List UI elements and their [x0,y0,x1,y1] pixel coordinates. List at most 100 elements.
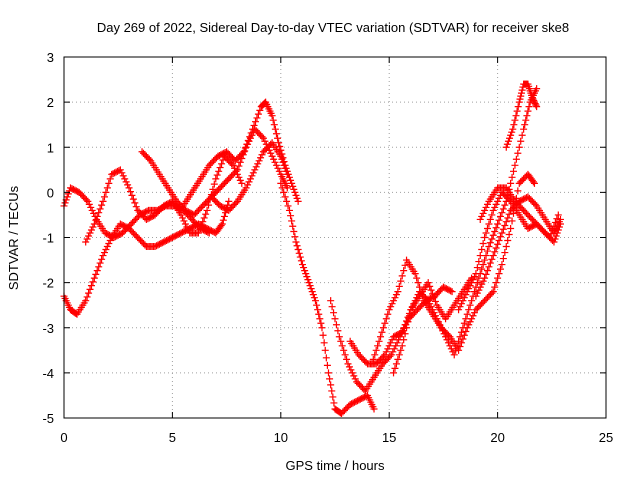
data-point-marker [507,131,515,139]
data-point-marker [482,270,490,278]
data-point-marker [530,98,538,106]
data-point-marker [259,134,267,142]
data-point-marker [555,223,563,231]
data-point-marker [197,221,205,229]
data-point-marker [481,274,489,282]
data-point-marker [498,229,506,237]
data-point-marker [379,352,387,360]
data-point-marker [103,184,111,192]
data-point-marker [289,182,297,190]
data-point-marker [246,133,254,141]
data-point-marker [270,155,278,163]
data-point-marker [518,86,526,94]
data-point-marker [508,173,516,181]
data-point-marker [258,151,266,159]
data-point-marker [405,312,413,320]
data-point-marker [235,173,243,181]
data-point-marker [102,246,110,254]
data-point-marker [407,306,415,314]
data-point-marker [258,133,266,141]
data-point-marker [308,288,316,296]
data-point-marker [337,337,345,345]
y-tick-label: -2 [42,276,54,291]
data-point-marker [288,179,296,187]
data-point-marker [469,312,477,320]
data-point-marker [343,355,351,363]
data-point-marker [549,226,557,234]
data-point-marker [292,238,300,246]
data-point-marker [275,167,283,175]
data-point-marker [270,121,278,129]
data-point-marker [472,292,480,300]
data-point-marker [250,121,258,129]
data-point-marker [229,161,237,169]
data-point-marker [274,134,282,142]
data-point-marker [281,193,289,201]
data-point-marker [517,89,525,97]
data-point-marker [317,319,325,327]
data-point-marker [100,249,108,257]
data-point-marker [479,240,487,248]
data-point-marker [89,223,97,231]
data-point-marker [225,197,233,205]
data-point-marker [387,303,395,311]
data-point-marker [511,161,519,169]
data-point-marker [491,248,499,256]
data-point-marker [215,167,223,175]
data-point-marker [340,346,348,354]
data-point-marker [496,212,504,220]
data-point-marker [512,112,520,120]
data-point-marker [499,255,507,263]
data-point-marker [252,118,260,126]
data-point-marker [478,280,486,288]
data-point-marker [397,346,405,354]
data-point-marker [368,360,376,368]
data-point-marker [63,193,71,201]
series-track-15 [476,184,562,241]
data-point-marker [424,279,432,287]
data-point-marker [459,324,467,332]
data-point-marker [200,214,208,222]
data-point-marker [394,355,402,363]
series-track-9 [346,274,476,368]
data-point-marker [481,256,489,264]
data-point-marker [241,144,249,152]
y-tick-label: -3 [42,321,54,336]
data-point-marker [283,197,291,205]
data-point-marker [318,324,326,332]
data-point-marker [261,137,269,145]
data-point-marker [294,197,302,205]
y-tick-labels: -5 -4 -3 -2 -1 0 1 2 3 [42,50,54,426]
data-point-marker [384,310,392,318]
data-point-marker [460,294,468,302]
data-point-marker [478,212,486,220]
data-point-marker [462,328,470,336]
data-point-marker [486,215,494,223]
data-point-marker [525,103,533,111]
data-point-marker [334,327,342,335]
data-point-marker [385,306,393,314]
data-point-marker [476,215,484,223]
data-point-marker [216,164,224,172]
data-point-marker [268,152,276,160]
data-point-marker [463,288,471,296]
data-point-marker [439,327,447,335]
data-point-marker [398,342,406,350]
x-tick-label: 25 [599,430,613,445]
data-point-marker [427,286,435,294]
data-point-marker [257,154,265,162]
data-point-marker [495,237,503,245]
y-tick-label: 0 [47,185,54,200]
data-point-marker [529,178,537,186]
data-point-marker [486,259,494,267]
data-point-marker [84,197,92,205]
series-track-7 [277,179,378,417]
data-point-marker [551,235,559,243]
data-point-marker [347,366,355,374]
data-point-marker [335,333,343,341]
data-point-marker [437,324,445,332]
data-point-marker [369,355,377,363]
data-point-marker [426,300,434,308]
data-point-marker [267,149,275,157]
data-point-marker [118,169,126,177]
